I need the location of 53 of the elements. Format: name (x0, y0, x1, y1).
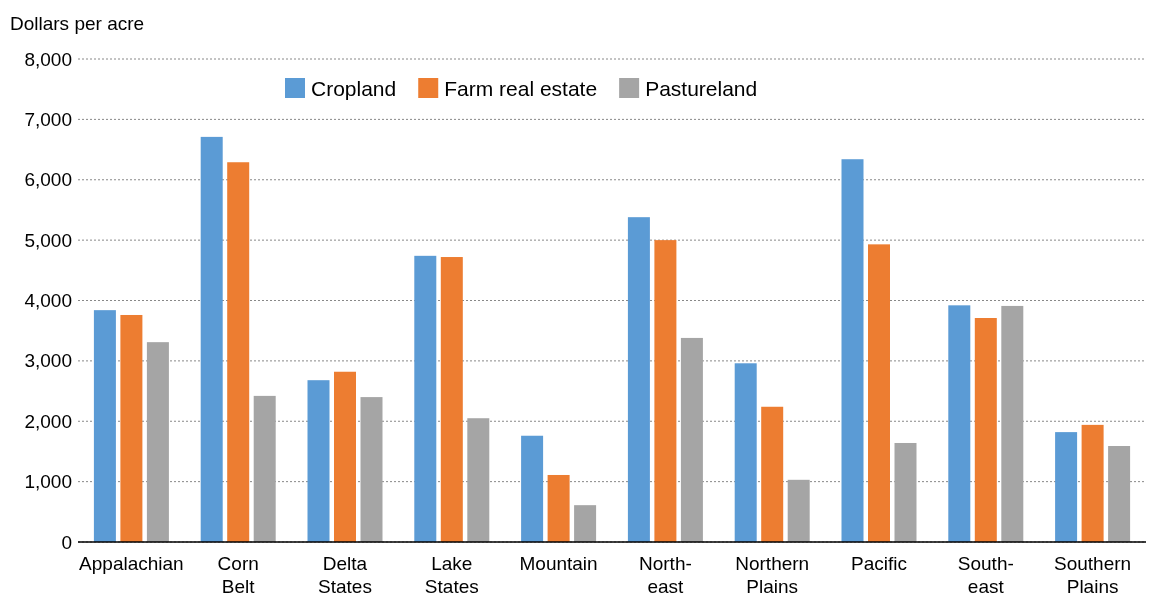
legend-label: Cropland (311, 77, 397, 100)
bar (414, 255, 437, 542)
y-tick-label: 5,000 (24, 229, 72, 251)
bar (521, 435, 544, 542)
bar (761, 406, 784, 542)
bar (894, 442, 917, 542)
bar (654, 240, 677, 542)
bar (200, 136, 223, 542)
x-tick-label: Delta States (318, 553, 372, 597)
bar (334, 371, 356, 542)
bar (307, 380, 330, 542)
y-tick-label: 0 (61, 531, 72, 553)
bar (227, 162, 250, 542)
bar (547, 474, 570, 542)
legend-label: Farm real estate (444, 77, 598, 100)
x-tick-label: Northern Plains (735, 553, 810, 597)
legend-label: Pastureland (645, 77, 758, 100)
bar (841, 159, 864, 542)
x-tick-label: Pacific (851, 553, 907, 574)
bar (787, 479, 810, 542)
bar (574, 505, 597, 542)
x-tick-label: Southern Plains (1054, 553, 1132, 597)
y-tick-label: 7,000 (24, 108, 72, 130)
bar (1055, 432, 1078, 542)
x-tick-label: Mountain (519, 553, 598, 574)
y-tick-label: 3,000 (24, 350, 72, 372)
bar (627, 217, 650, 542)
bar (467, 418, 490, 542)
x-tick-label: Lake States (424, 553, 479, 597)
bar (360, 397, 383, 542)
y-axis-title: Dollars per acre (10, 13, 145, 34)
y-tick-label: 6,000 (24, 169, 72, 191)
bar (93, 310, 116, 542)
bar (253, 395, 276, 542)
y-tick-label: 4,000 (24, 290, 72, 312)
bar (734, 363, 757, 542)
x-tick-label: North- east (639, 553, 692, 597)
bar (974, 318, 997, 542)
bar (1081, 424, 1104, 542)
y-tick-label: 8,000 (24, 48, 72, 70)
x-tick-label: Appalachian (79, 553, 184, 574)
bar (146, 342, 169, 542)
bar (868, 244, 890, 542)
x-tick-label: South- east (957, 553, 1014, 597)
x-tick-label: Corn Belt (217, 553, 259, 597)
y-tick-label: 2,000 (24, 410, 72, 432)
bar (120, 314, 143, 542)
bar (680, 337, 703, 542)
bar (440, 257, 463, 542)
bar (1108, 446, 1131, 542)
y-tick-label: 1,000 (24, 471, 72, 493)
bar (1001, 305, 1024, 542)
bar (948, 305, 971, 542)
